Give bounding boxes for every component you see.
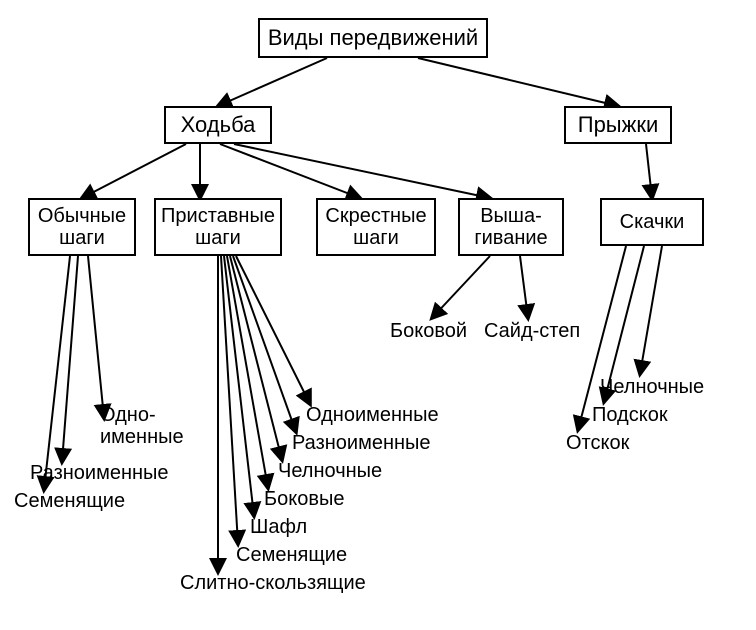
- leaf-side-lateral: Боковые: [264, 488, 344, 510]
- node-cross-steps: Скрестныешаги: [316, 198, 436, 256]
- node-stepping: Выша-гивание: [458, 198, 564, 256]
- node-jumps: Скачки: [600, 198, 704, 246]
- node-jumping-label: Прыжки: [578, 113, 659, 137]
- node-cross-label: Скрестныешаги: [325, 205, 426, 249]
- node-side-steps: Приставныешаги: [154, 198, 282, 256]
- leaf-side-shuffle: Шафл: [250, 516, 307, 538]
- node-root: Виды передвижений: [258, 18, 488, 58]
- leaf-side-diff: Разноименные: [292, 432, 431, 454]
- node-walking-label: Ходьба: [181, 113, 256, 137]
- leaf-side-same: Одноименные: [306, 404, 439, 426]
- leaf-jumps-rebound: Отскок: [566, 432, 629, 454]
- leaf-stepping-sidestep: Сайд-степ: [484, 320, 580, 342]
- leaf-ordinary-same: Одно-именные: [100, 404, 184, 448]
- edges-layer: [0, 0, 756, 630]
- node-stepping-label: Выша-гивание: [474, 205, 547, 249]
- leaf-jumps-shuttle: Челночные: [600, 376, 704, 398]
- node-side-label: Приставныешаги: [161, 205, 275, 249]
- leaf-side-shuttle: Челночные: [278, 460, 382, 482]
- diagram-canvas: Виды передвижений Ходьба Прыжки Обычныеш…: [0, 0, 756, 630]
- node-ordinary-label: Обычныешаги: [38, 205, 126, 249]
- leaf-side-sliding: Слитно-скользящие: [180, 572, 366, 594]
- leaf-ordinary-diff: Разноименные: [30, 462, 169, 484]
- node-walking: Ходьба: [164, 106, 272, 144]
- leaf-stepping-lateral: Боковой: [390, 320, 467, 342]
- node-root-label: Виды передвижений: [268, 26, 478, 50]
- node-jumping: Прыжки: [564, 106, 672, 144]
- node-jumps-label: Скачки: [620, 211, 685, 233]
- leaf-jumps-hop: Подскок: [592, 404, 668, 426]
- node-ordinary-steps: Обычныешаги: [28, 198, 136, 256]
- leaf-ordinary-mincing: Семенящие: [14, 490, 125, 512]
- leaf-side-mincing: Семенящие: [236, 544, 347, 566]
